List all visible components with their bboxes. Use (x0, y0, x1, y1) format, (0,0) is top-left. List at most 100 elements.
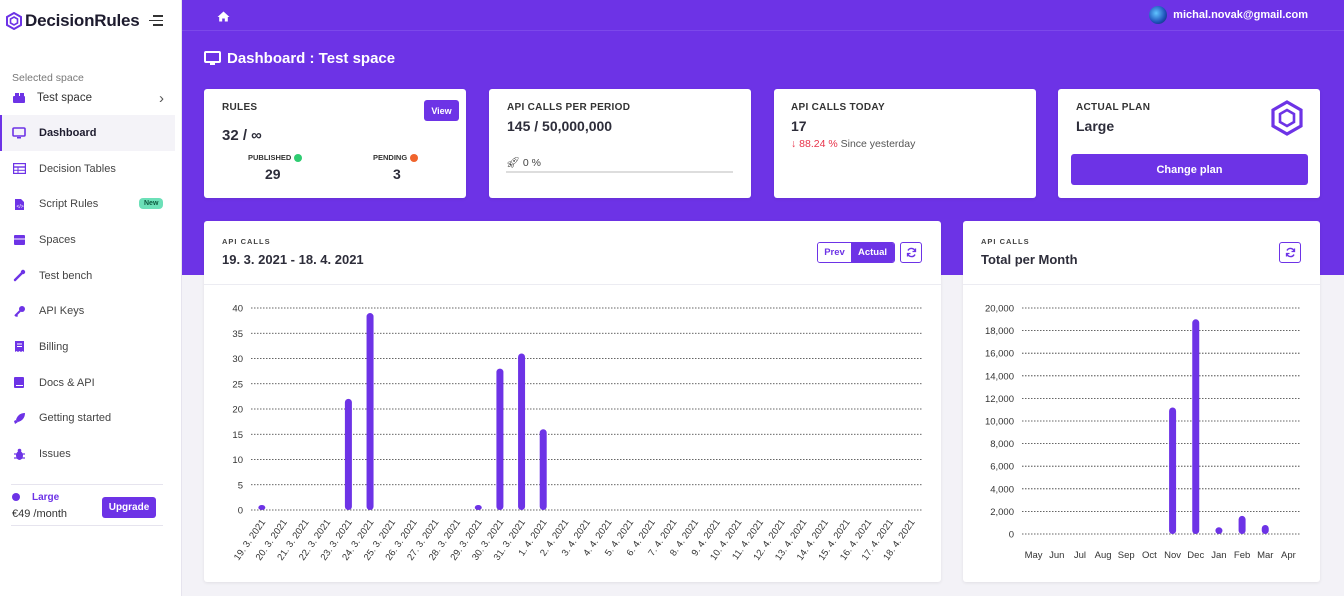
brand-logo[interactable]: DecisionRules (6, 11, 140, 31)
published-dot (294, 154, 303, 163)
table-icon (12, 162, 26, 176)
actual-button[interactable]: Actual (851, 243, 894, 262)
sidebar-item-label: Billing (39, 340, 69, 353)
y-tick-label: 20 (232, 405, 243, 416)
sidebar-item-test-bench[interactable]: Test bench (0, 258, 182, 294)
chart-bar (1238, 515, 1246, 534)
x-tick-label: Mar (1257, 550, 1273, 561)
y-tick-label: 35 (232, 329, 243, 340)
arrow-down-icon: ↓ (791, 138, 797, 150)
pending-dot (410, 154, 419, 163)
monitor-icon (204, 51, 221, 65)
menu-toggle-icon[interactable] (149, 15, 163, 27)
book-icon (12, 376, 26, 390)
progress-text: 🚀︎ 0 % (506, 157, 541, 169)
api-calls-today-label: API CALLS TODAY (791, 102, 885, 113)
published-label: PUBLISHED (248, 153, 303, 163)
chart-divider (204, 284, 941, 285)
prev-button[interactable]: Prev (818, 243, 851, 262)
sidebar-item-getting-started[interactable]: Getting started (0, 401, 182, 437)
y-tick-label: 6,000 (990, 462, 1014, 473)
chart-divider (963, 284, 1320, 285)
sidebar-item-label: Test bench (39, 269, 93, 282)
sidebar-item-api-keys[interactable]: API Keys (0, 293, 182, 329)
refresh-icon (1285, 247, 1295, 258)
boxes-icon (13, 93, 25, 103)
rocket-icon: 🚀︎ (506, 157, 520, 169)
x-tick-label: Aug (1095, 550, 1112, 561)
chart-bar (539, 429, 547, 510)
change-percent: 88.24 % (799, 138, 838, 150)
monthly-chart-card: API CALLS Total per Month 0 2,000 4,000 6,0… (963, 221, 1320, 582)
daily-chart-card: API CALLS 19. 3. 2021 - 18. 4. 2021 Prev… (204, 221, 941, 582)
y-tick-label: 16,000 (985, 349, 1014, 360)
rules-count: 32 / ∞ (222, 127, 262, 144)
sidebar-item-label: Docs & API (39, 376, 95, 389)
chart-bar (344, 398, 352, 510)
rules-card: RULES View 32 / ∞ PUBLISHED 29 PENDING 3 (204, 89, 466, 198)
progress-track (506, 171, 733, 173)
box-icon (12, 233, 26, 247)
y-tick-label: 20,000 (985, 304, 1014, 315)
script-file-icon: </> (12, 197, 26, 211)
chart-bar (474, 504, 482, 510)
user-menu[interactable]: michal.novak@gmail.com (1149, 6, 1308, 24)
view-rules-button[interactable]: View (424, 100, 459, 121)
upgrade-button[interactable]: Upgrade (102, 497, 156, 518)
period-toggle: Prev Actual (817, 242, 895, 263)
sidebar-item-script-rules[interactable]: </> Script Rules New (0, 186, 182, 222)
change-since: Since yesterday (840, 138, 916, 150)
sidebar-nav: Dashboard Decision Tables </> Script Rul… (0, 115, 182, 472)
y-tick-label: 12,000 (985, 394, 1014, 405)
home-icon[interactable] (217, 9, 230, 27)
api-calls-today-value: 17 (791, 118, 807, 134)
sidebar-item-label: Issues (39, 448, 71, 461)
api-calls-period-label: API CALLS PER PERIOD (507, 102, 631, 113)
chart-bar (1261, 524, 1269, 534)
x-tick-label: Jun (1049, 550, 1064, 561)
y-tick-label: 10 (232, 455, 243, 466)
sidebar-item-spaces[interactable]: Spaces (0, 222, 182, 258)
x-tick-label: Nov (1164, 550, 1181, 561)
chart-bar (1215, 527, 1223, 534)
sidebar-item-label: Getting started (39, 412, 112, 425)
monthly-bar-chart: 0 2,000 4,000 6,000 8,000 10,000 12,000 14,000 1… (985, 304, 1300, 561)
refresh-icon (906, 247, 916, 258)
bug-icon (12, 447, 26, 461)
brand-name: DecisionRules (25, 11, 140, 30)
refresh-button[interactable] (900, 242, 922, 263)
change-plan-button[interactable]: Change plan (1071, 154, 1308, 185)
x-tick-label: Sep (1118, 550, 1135, 561)
change-indicator: ↓ 88.24 % Since yesterday (791, 138, 915, 150)
y-tick-label: 0 (1009, 530, 1014, 541)
sidebar-item-label: Script Rules (39, 198, 99, 211)
key-icon (12, 304, 26, 318)
y-tick-label: 4,000 (990, 484, 1014, 495)
x-tick-label: Oct (1142, 550, 1157, 561)
sidebar-item-docs-api[interactable]: Docs & API (0, 365, 182, 401)
space-selector[interactable]: Test space › (12, 89, 164, 107)
chart-bar (366, 313, 374, 510)
sidebar-item-issues[interactable]: Issues (0, 436, 182, 472)
x-tick-label: Feb (1234, 550, 1250, 561)
rules-label: RULES (222, 102, 258, 113)
user-email: michal.novak@gmail.com (1173, 9, 1308, 21)
selected-space-name: Test space (37, 92, 92, 104)
sidebar-item-decision-tables[interactable]: Decision Tables (0, 151, 182, 187)
daily-chart-title: 19. 3. 2021 - 18. 4. 2021 (222, 252, 364, 267)
plan-card: ACTUAL PLAN Large Change plan (1058, 89, 1320, 198)
sidebar-item-dashboard[interactable]: Dashboard (0, 115, 175, 151)
monitor-icon (12, 126, 26, 140)
chart-bar (1192, 319, 1200, 534)
sidebar-item-billing[interactable]: Billing (0, 329, 182, 365)
y-tick-label: 18,000 (985, 326, 1014, 337)
x-tick-label: Apr (1281, 550, 1296, 561)
refresh-button[interactable] (1279, 242, 1301, 263)
sidebar-item-label: Spaces (39, 233, 76, 246)
y-tick-label: 10,000 (985, 417, 1014, 428)
api-calls-today-card: API CALLS TODAY 17 ↓ 88.24 % Since yeste… (774, 89, 1036, 198)
plan-label: ACTUAL PLAN (1076, 102, 1151, 113)
api-calls-period-value: 145 / 50,000,000 (507, 118, 613, 134)
chart-bar (496, 368, 504, 510)
svg-text:</>: </> (16, 204, 23, 210)
